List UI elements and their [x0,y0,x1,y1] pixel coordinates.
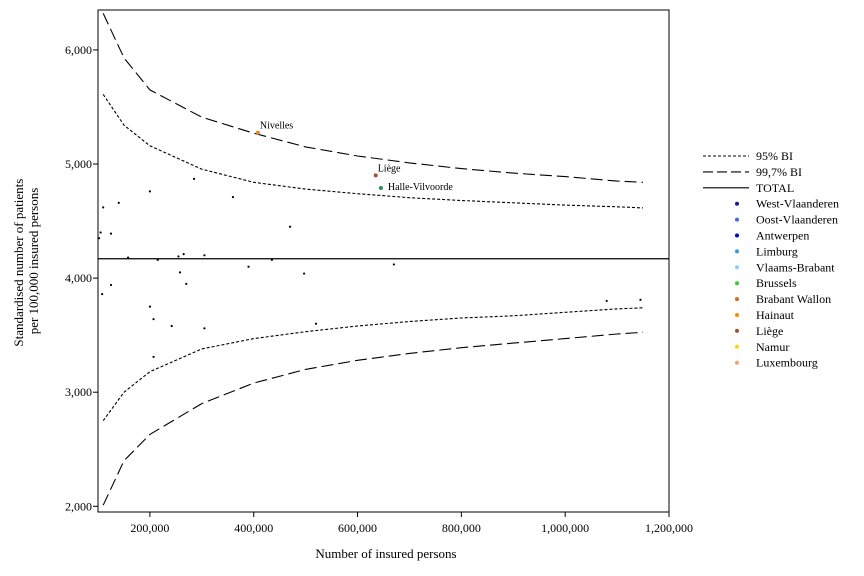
legend-label-luxembourg: Luxembourg [756,356,818,370]
legend-label-namur: Namur [756,340,789,354]
y-tick-label: 5,000 [65,157,92,171]
legend-label-west-vlaanderen: West-Vlaanderen [756,197,839,211]
data-point [152,355,155,358]
y-tick-label: 2,000 [65,499,92,513]
data-point [288,225,292,228]
y-axis-label: Standardised number of patients per 100,… [11,175,41,346]
data-point [99,231,102,234]
point-annotation: Halle-Vilvoorde [388,182,453,193]
y-axis-label-line-1: Standardised number of patients [11,179,26,347]
legend-swatch-antwerpen [735,233,739,238]
data-point [392,263,395,266]
data-point [102,206,105,209]
legend-swatch-west-vlaanderen [735,201,739,206]
data-point [314,322,318,325]
point-li-ge [373,173,378,178]
legend-swatch-hainaut [735,313,739,317]
x-tick-label: 600,000 [338,521,377,535]
data-point [148,190,152,193]
point-halle-vilvoorde [378,185,383,190]
data-point [152,318,155,321]
legend-swatch-limburg [735,249,739,254]
legend-label-brabant-wallon: Brabant Wallon [756,292,831,306]
data-point [170,324,173,328]
data-point [109,283,113,287]
legend-swatch-brussels [735,281,739,286]
legend-swatch-brabant-wallon [735,297,739,302]
legend-label-li-ge: Liège [756,324,783,338]
data-point [117,201,120,204]
legend-label-oost-vlaanderen: Oost-Vlaanderen [756,213,838,227]
y-tick-label: 6,000 [65,43,92,57]
legend-swatch-vlaams-brabant [735,265,739,270]
confidence-bands [102,13,644,506]
data-point [203,254,206,257]
data-point [270,258,273,261]
y-axis: 2,000 3,000 4,000 5,000 6,000 [65,43,98,513]
y-tick-label: 3,000 [65,385,92,399]
y-axis-label-line-2: per 100,000 insured persons [26,188,41,335]
data-point [148,305,152,308]
data-point [109,232,113,235]
data-point [178,271,182,274]
data-point [156,258,159,261]
legend-swatch-luxembourg [735,360,739,365]
legend-label-hainaut: Hainaut [756,308,795,322]
x-tick-label: 400,000 [234,521,273,535]
data-point [231,196,235,199]
data-point [185,282,188,285]
data-point [127,256,130,259]
x-tick-label: 800,000 [442,521,481,535]
legend-label-vlaams-brabant: Vlaams-Brabant [756,260,835,274]
legend-label-95-bi: 95% BI [756,149,793,163]
x-tick-label: 1,200,000 [645,521,693,535]
legend-label-antwerpen: Antwerpen [756,229,809,243]
data-point [247,265,250,268]
x-tick-label: 1,000,000 [541,521,589,535]
data-point [605,299,608,303]
band-dotted-upper-line [102,94,644,209]
legend-swatch-namur [735,344,739,349]
point-annotation: Liège [378,163,401,174]
legend-label-brussels: Brussels [756,276,797,290]
legend-label-limburg: Limburg [756,244,798,258]
x-axis: 200,000 400,000 600,000 800,000 1,000,000 1,2… [130,512,693,535]
band-dotted-lower-line [102,307,644,422]
data-point [639,298,642,301]
data-point [101,292,104,296]
x-axis-label: Number of insured persons [315,546,456,561]
band-dashed-lower-line [102,331,644,506]
legend-label-total: TOTAL [756,181,794,195]
data-points: Nivelles Liège Halle-Vilvoorde [97,121,642,358]
point-nivelles [255,130,260,135]
plot-area-frame [97,9,670,513]
point-annotation: Nivelles [260,121,293,132]
data-point [302,272,306,275]
legend-swatch-li-ge [735,328,739,333]
data-point [192,177,196,180]
legend-label-99-7-bi: 99,7% BI [756,165,802,179]
data-point [182,253,185,256]
data-point [203,327,206,330]
x-tick-label: 200,000 [130,521,169,535]
data-point [97,237,101,240]
legend-swatch-oost-vlaanderen [735,217,739,222]
legend: 95% BI 99,7% BI TOTAL West-Vlaanderen Oost-V… [703,149,839,370]
band-dashed-upper-line [102,13,644,183]
y-tick-label: 4,000 [65,271,92,285]
data-point [177,255,180,258]
